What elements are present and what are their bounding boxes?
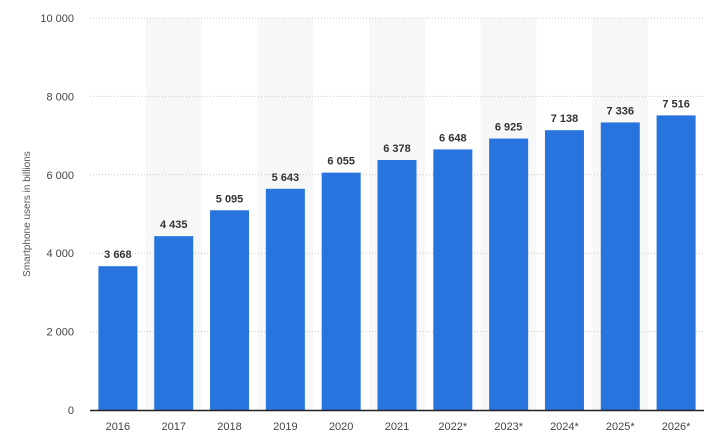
data-label: 6 055	[327, 156, 355, 168]
data-label: 6 648	[439, 132, 467, 144]
data-label: 7 516	[662, 98, 690, 110]
bar[interactable]	[321, 172, 361, 410]
x-tick-label: 2023*	[494, 421, 523, 433]
bar[interactable]	[154, 236, 194, 410]
bar[interactable]	[544, 130, 584, 410]
x-tick-label: 2024*	[550, 421, 579, 433]
bar[interactable]	[656, 115, 696, 410]
data-label: 7 336	[607, 105, 635, 117]
bar[interactable]	[377, 159, 417, 410]
y-tick-label: 2 000	[46, 327, 74, 339]
x-tick-label: 2017	[161, 421, 185, 433]
x-tick-label: 2018	[217, 421, 241, 433]
x-tick-label: 2026*	[662, 421, 691, 433]
y-tick-label: 8 000	[46, 91, 74, 103]
x-tick-label: 2019	[273, 421, 297, 433]
x-axis-ticks: 2016 2017 2018 2019 2020 2021 2022* 2023* 2024* 2…	[106, 421, 692, 433]
data-label: 5 643	[272, 172, 300, 184]
bar[interactable]	[433, 149, 473, 410]
bar[interactable]	[210, 210, 250, 410]
data-label: 6 378	[383, 143, 411, 155]
y-axis-ticks: 0 2 000 4 000 6 000 8 000 10 000	[40, 13, 74, 417]
data-label: 4 435	[160, 219, 188, 231]
x-tick-label: 2025*	[606, 421, 635, 433]
y-axis-title: Smartphone users in billions	[22, 151, 33, 277]
data-label: 6 925	[495, 122, 523, 134]
data-label: 3 668	[104, 249, 132, 261]
bar[interactable]	[489, 138, 529, 411]
y-tick-label: 10 000	[40, 13, 74, 25]
bar[interactable]	[600, 122, 640, 410]
y-tick-label: 6 000	[46, 170, 74, 182]
data-label: 7 138	[551, 113, 579, 125]
x-tick-label: 2016	[106, 421, 130, 433]
bar[interactable]	[265, 188, 305, 410]
x-tick-label: 2022*	[438, 421, 467, 433]
data-labels: 3 668 4 435 5 095 5 643 6 055 6 378 6 648 6 925…	[104, 98, 690, 261]
y-tick-label: 4 000	[46, 248, 74, 260]
bar[interactable]	[98, 266, 138, 410]
x-tick-label: 2020	[329, 421, 353, 433]
data-label: 5 095	[216, 193, 244, 205]
x-tick-label: 2021	[385, 421, 409, 433]
bars	[98, 115, 696, 411]
y-tick-label: 0	[68, 405, 74, 417]
